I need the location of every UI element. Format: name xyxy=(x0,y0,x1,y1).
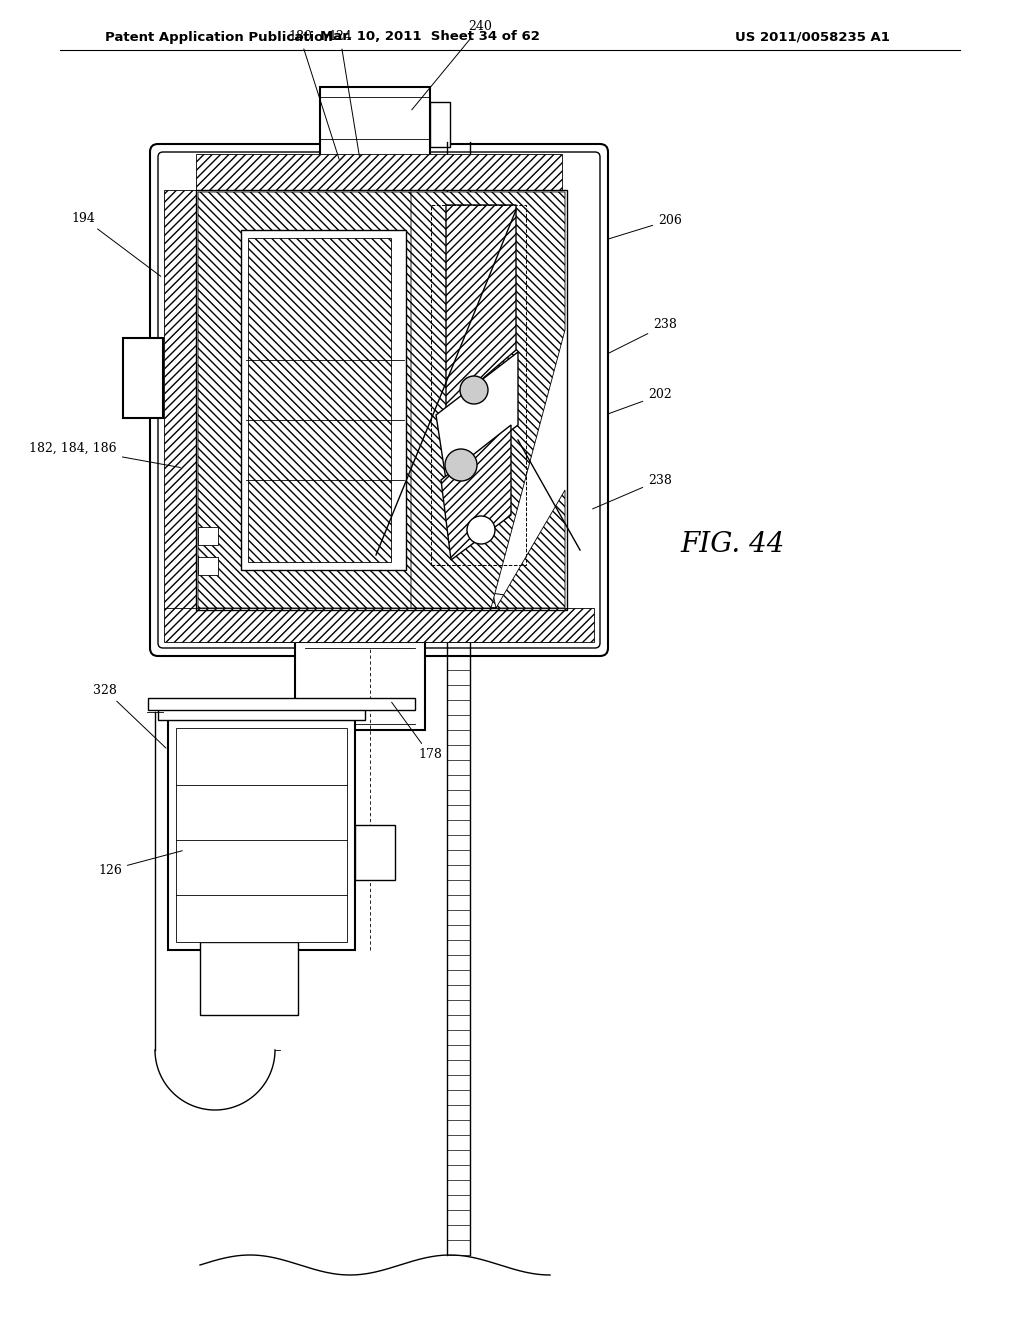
Bar xyxy=(148,698,415,710)
Bar xyxy=(168,719,355,950)
Text: 328: 328 xyxy=(93,684,166,748)
Bar xyxy=(196,154,562,190)
Polygon shape xyxy=(436,352,518,480)
FancyBboxPatch shape xyxy=(158,152,600,648)
Text: US 2011/0058235 A1: US 2011/0058235 A1 xyxy=(735,30,890,44)
Polygon shape xyxy=(411,490,565,609)
Bar xyxy=(196,190,567,610)
Text: 226: 226 xyxy=(473,590,552,606)
Bar xyxy=(198,527,218,545)
Bar xyxy=(200,942,298,1015)
Text: FIG. 44: FIG. 44 xyxy=(680,532,784,558)
Ellipse shape xyxy=(460,376,488,404)
Polygon shape xyxy=(248,238,391,562)
Ellipse shape xyxy=(445,449,477,480)
Text: 178: 178 xyxy=(391,702,442,762)
FancyBboxPatch shape xyxy=(150,144,608,656)
Bar xyxy=(431,205,526,565)
Text: 180: 180 xyxy=(288,30,339,160)
Text: Patent Application Publication: Patent Application Publication xyxy=(105,30,333,44)
Bar xyxy=(295,642,425,730)
Bar xyxy=(176,729,347,942)
Text: 126: 126 xyxy=(98,850,182,876)
Text: 240: 240 xyxy=(412,21,492,110)
Text: 202: 202 xyxy=(607,388,672,414)
Bar xyxy=(196,610,562,642)
Polygon shape xyxy=(441,425,511,560)
Text: 206: 206 xyxy=(607,214,682,239)
Ellipse shape xyxy=(467,516,495,544)
Text: 182, 184, 186: 182, 184, 186 xyxy=(30,441,180,467)
Bar xyxy=(123,338,163,418)
Text: 238: 238 xyxy=(593,474,672,510)
Text: 238: 238 xyxy=(607,318,677,354)
Bar xyxy=(158,700,365,719)
Bar xyxy=(430,102,450,147)
Text: 194: 194 xyxy=(71,211,161,276)
Polygon shape xyxy=(411,191,565,609)
Text: Mar. 10, 2011  Sheet 34 of 62: Mar. 10, 2011 Sheet 34 of 62 xyxy=(321,30,540,44)
Bar xyxy=(198,557,218,576)
Bar xyxy=(164,190,196,610)
Bar xyxy=(355,825,395,880)
Polygon shape xyxy=(198,191,496,609)
Bar xyxy=(319,87,430,157)
Bar xyxy=(241,230,406,570)
Bar xyxy=(164,609,594,642)
Polygon shape xyxy=(446,205,516,411)
Text: 124: 124 xyxy=(328,30,359,157)
